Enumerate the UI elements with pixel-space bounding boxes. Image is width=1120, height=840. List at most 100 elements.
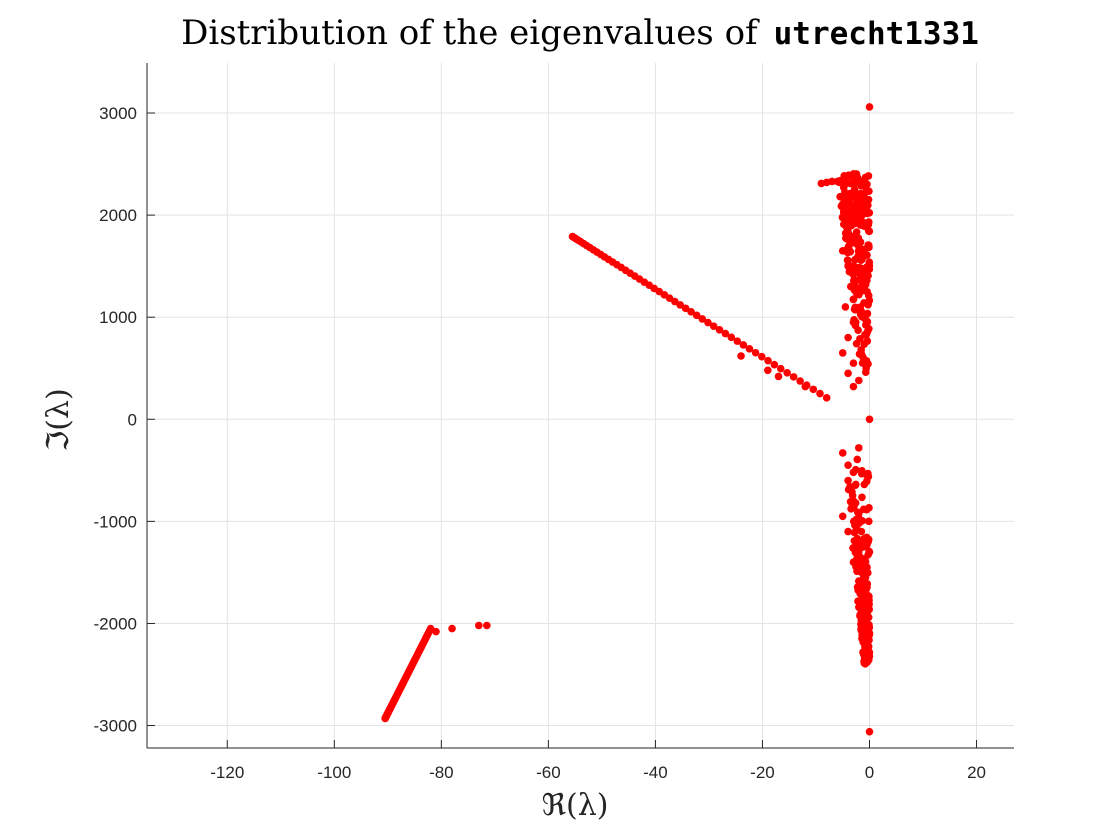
eigenvalue-point (857, 617, 866, 625)
eigenvalue-point (844, 245, 853, 254)
eigenvalue-point (838, 178, 847, 187)
eigenvalue-point (857, 590, 866, 599)
chart-title: Distribution of the eigenvalues of utrec… (181, 13, 979, 53)
y-axis-label: ℑ(λ) (41, 388, 76, 451)
eigenvalue-point (865, 727, 874, 736)
eigenvalue-point (861, 314, 869, 323)
eigenvalue-point (862, 357, 871, 365)
eigenvalue-point (849, 295, 858, 304)
eigenvalue-point (737, 352, 745, 360)
eigenvalue-point (844, 476, 852, 485)
eigenvalue-point (854, 326, 862, 334)
eigenvalue-point (764, 356, 772, 365)
eigenvalue-point (865, 227, 874, 236)
y-tick-label: 3000 (99, 104, 137, 123)
eigenvalue-point (709, 322, 718, 330)
x-tick-label: 20 (967, 763, 986, 782)
eigenvalue-point (849, 189, 857, 198)
x-tick-label: -120 (210, 763, 244, 782)
eigenvalue-point (862, 636, 870, 644)
eigenvalue-point (727, 333, 736, 342)
eigenvalue-point (863, 251, 871, 259)
eigenvalue-point (858, 255, 866, 264)
eigenvalue-point (789, 373, 798, 381)
eigenvalue-point (715, 326, 724, 334)
eigenvalue-points (381, 103, 874, 736)
eigenvalue-point (844, 527, 852, 536)
eigenvalue-point (864, 537, 872, 546)
eigenvalue-point (852, 228, 861, 236)
eigenvalue-point (865, 187, 873, 195)
x-tick-label: -40 (643, 763, 668, 782)
eigenvalue-point (863, 583, 871, 592)
eigenvalue-point (863, 563, 871, 572)
eigenvalue-point (857, 527, 866, 536)
eigenvalue-point (687, 308, 695, 316)
eigenvalue-point (855, 518, 863, 527)
eigenvalue-point (483, 621, 491, 630)
x-tick-label: -100 (317, 763, 351, 782)
eigenvalue-point (865, 103, 874, 111)
eigenvalue-point (676, 301, 684, 309)
eigenvalue-point (844, 461, 852, 470)
eigenvalue-point (859, 542, 867, 551)
eigenvalue-point (854, 444, 863, 452)
eigenvalue-point (855, 268, 864, 277)
eigenvalue-point (801, 382, 810, 391)
x-tick-label: 0 (865, 763, 874, 782)
eigenvalue-point (844, 369, 852, 378)
eigenvalue-point (864, 241, 873, 250)
eigenvalue-point (862, 199, 871, 208)
eigenvalue-point (856, 196, 865, 205)
eigenvalue-point (851, 303, 860, 312)
eigenvalue-point (858, 568, 866, 577)
x-axis-label: ℜ(λ) (542, 788, 609, 823)
eigenvalue-point (838, 349, 847, 357)
eigenvalue-point (849, 544, 858, 552)
eigenvalue-point (739, 341, 748, 349)
eigenvalue-point (865, 415, 874, 424)
eigenvalue-point (698, 315, 707, 323)
eigenvalue-point (865, 218, 873, 226)
eigenvalue-point (432, 627, 440, 636)
eigenvalue-point (838, 449, 847, 457)
eigenvalue-point (841, 192, 850, 200)
eigenvalue-point (681, 304, 690, 313)
eigenvalue-point (853, 508, 862, 517)
eigenvalue-point (816, 389, 824, 398)
eigenvalue-point (847, 239, 856, 247)
tick-labels: -120 -100 -80 -60 -40 -20 0 20 -3000 -2000 -1000 0 1… (94, 104, 986, 782)
eigenvalue-point (861, 368, 870, 377)
eigenvalue-point (858, 218, 867, 226)
eigenvalue-point (758, 352, 766, 361)
eigenvalue-point (783, 368, 791, 377)
axes (146, 63, 1014, 749)
eigenvalue-point (852, 202, 860, 210)
grid-lines (147, 63, 1014, 748)
eigenvalue-point (855, 240, 863, 249)
eigenvalue-point (733, 337, 742, 345)
eigenvalue-point (838, 247, 847, 255)
eigenvalue-point (863, 621, 872, 629)
eigenvalue-point (844, 262, 852, 270)
eigenvalue-point (839, 213, 847, 222)
eigenvalue-point (853, 455, 862, 464)
eigenvalue-point (865, 548, 874, 556)
eigenvalue-point (796, 377, 804, 385)
eigenvalue-point (822, 394, 831, 402)
eigenvalue-point (856, 334, 864, 343)
eigenvalue-point (861, 555, 869, 563)
chart-title-text: Distribution of the eigenvalues of (181, 13, 760, 53)
x-tick-label: -60 (536, 763, 561, 782)
y-tick-label: -2000 (94, 614, 137, 633)
eigenvalue-point (475, 621, 483, 630)
eigenvalue-point (864, 592, 873, 600)
eigenvalue-point (849, 359, 858, 367)
y-tick-label: -3000 (94, 717, 137, 736)
eigenvalue-point (864, 472, 873, 481)
eigenvalue-point (841, 229, 850, 237)
eigenvalue-point (858, 287, 866, 295)
y-tick-label: -1000 (94, 512, 137, 531)
eigenvalue-point (770, 360, 779, 369)
eigenvalue-point (846, 282, 855, 291)
